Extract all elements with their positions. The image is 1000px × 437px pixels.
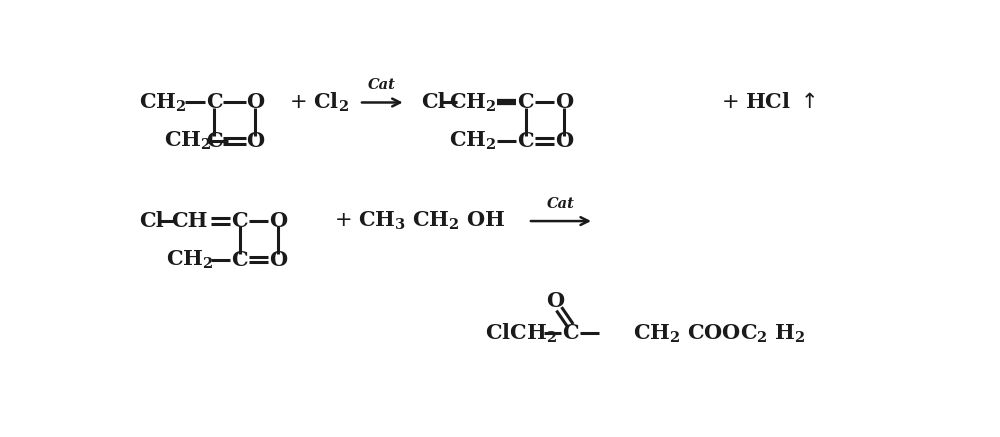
Text: O: O xyxy=(555,131,573,151)
Text: $\mathregular{CH_2}$: $\mathregular{CH_2}$ xyxy=(166,248,213,271)
Text: C: C xyxy=(206,93,222,112)
Text: $\mathregular{CH_2\ COOC_2\ H_2}$: $\mathregular{CH_2\ COOC_2\ H_2}$ xyxy=(633,323,805,345)
Text: Cat: Cat xyxy=(368,79,396,93)
Text: $+\ \mathregular{Cl_2}$: $+\ \mathregular{Cl_2}$ xyxy=(289,91,349,114)
Text: $\mathregular{CH_2}$: $\mathregular{CH_2}$ xyxy=(449,130,497,152)
Text: Cl: Cl xyxy=(139,211,164,231)
Text: Cl: Cl xyxy=(421,93,446,112)
Text: O: O xyxy=(269,211,288,231)
Text: $+\ \mathregular{CH_3\ CH_2\ OH}$: $+\ \mathregular{CH_3\ CH_2\ OH}$ xyxy=(334,210,505,232)
Text: Cat: Cat xyxy=(547,197,575,211)
Text: $\mathregular{CH_2}$: $\mathregular{CH_2}$ xyxy=(449,91,497,114)
Text: $+\ \mathregular{HCl}\ \uparrow$: $+\ \mathregular{HCl}\ \uparrow$ xyxy=(721,93,816,112)
Text: $\mathregular{CH_2}$: $\mathregular{CH_2}$ xyxy=(139,91,186,114)
Text: O: O xyxy=(269,250,288,270)
Text: $\mathregular{CH_2}$: $\mathregular{CH_2}$ xyxy=(164,130,211,152)
Text: O: O xyxy=(555,93,573,112)
Text: C: C xyxy=(231,211,248,231)
Text: $\mathregular{ClCH_2}$: $\mathregular{ClCH_2}$ xyxy=(485,322,557,345)
Text: C: C xyxy=(231,250,248,270)
Text: C: C xyxy=(206,131,222,151)
Text: O: O xyxy=(546,291,564,311)
Text: CH: CH xyxy=(171,211,208,231)
Text: O: O xyxy=(246,93,264,112)
Text: C: C xyxy=(562,323,579,343)
Text: C: C xyxy=(517,131,534,151)
Text: O: O xyxy=(246,131,264,151)
Text: C: C xyxy=(517,93,534,112)
